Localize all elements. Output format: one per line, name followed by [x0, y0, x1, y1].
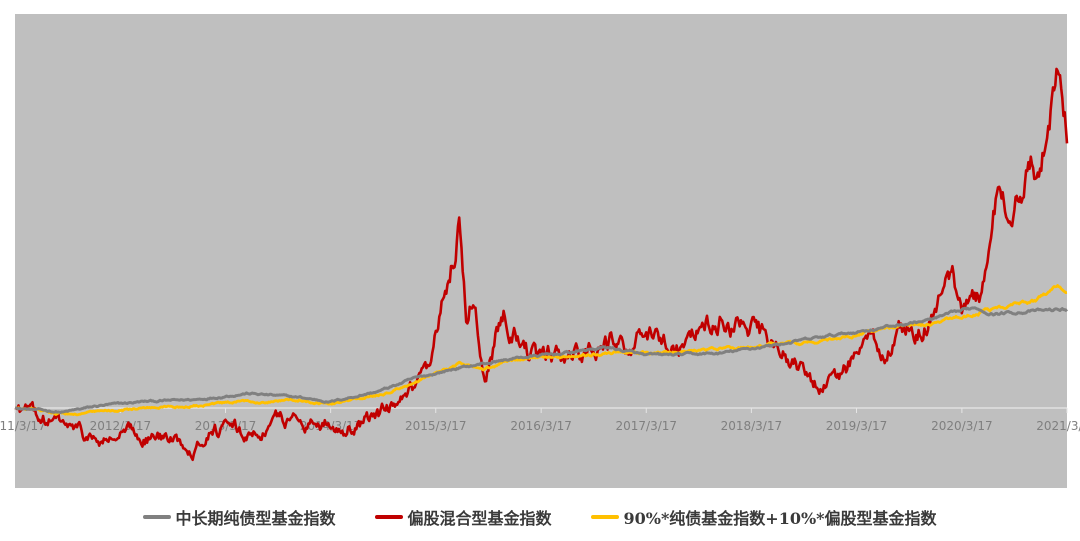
legend-swatch-blend	[591, 515, 620, 519]
legend-item-equity: 偏股混合型基金指数	[375, 505, 551, 529]
x-tick-label: 2021/3/17	[1036, 419, 1080, 433]
legend-label-bond: 中长期纯债型基金指数	[175, 509, 336, 528]
x-tick-label: 2012/3/17	[90, 419, 152, 433]
series-line-bond	[14, 306, 1068, 414]
x-tick-label: 2017/3/17	[615, 419, 677, 433]
legend: 中长期纯债型基金指数 偏股混合型基金指数 90%*纯债基金指数+10%*偏股型基…	[0, 503, 1080, 531]
legend-label-blend: 90%*纯债基金指数+10%*偏股型基金指数	[623, 509, 937, 528]
legend-item-blend: 90%*纯债基金指数+10%*偏股型基金指数	[591, 505, 937, 529]
x-tick-label: 2020/3/17	[931, 419, 993, 433]
legend-item-bond: 中长期纯债型基金指数	[143, 505, 335, 529]
x-tick-label: 2019/3/17	[826, 419, 888, 433]
plot-background	[15, 14, 1067, 488]
legend-swatch-equity	[375, 515, 404, 519]
x-tick-label: 2016/3/17	[510, 419, 572, 433]
x-tick-label: 2011/3/17	[0, 419, 46, 433]
x-tick-label: 2018/3/17	[721, 419, 783, 433]
x-tick-label: 2014/3/17	[300, 419, 362, 433]
legend-label-equity: 偏股混合型基金指数	[407, 509, 552, 528]
legend-swatch-bond	[143, 515, 172, 519]
x-tick-label: 2015/3/17	[405, 419, 467, 433]
